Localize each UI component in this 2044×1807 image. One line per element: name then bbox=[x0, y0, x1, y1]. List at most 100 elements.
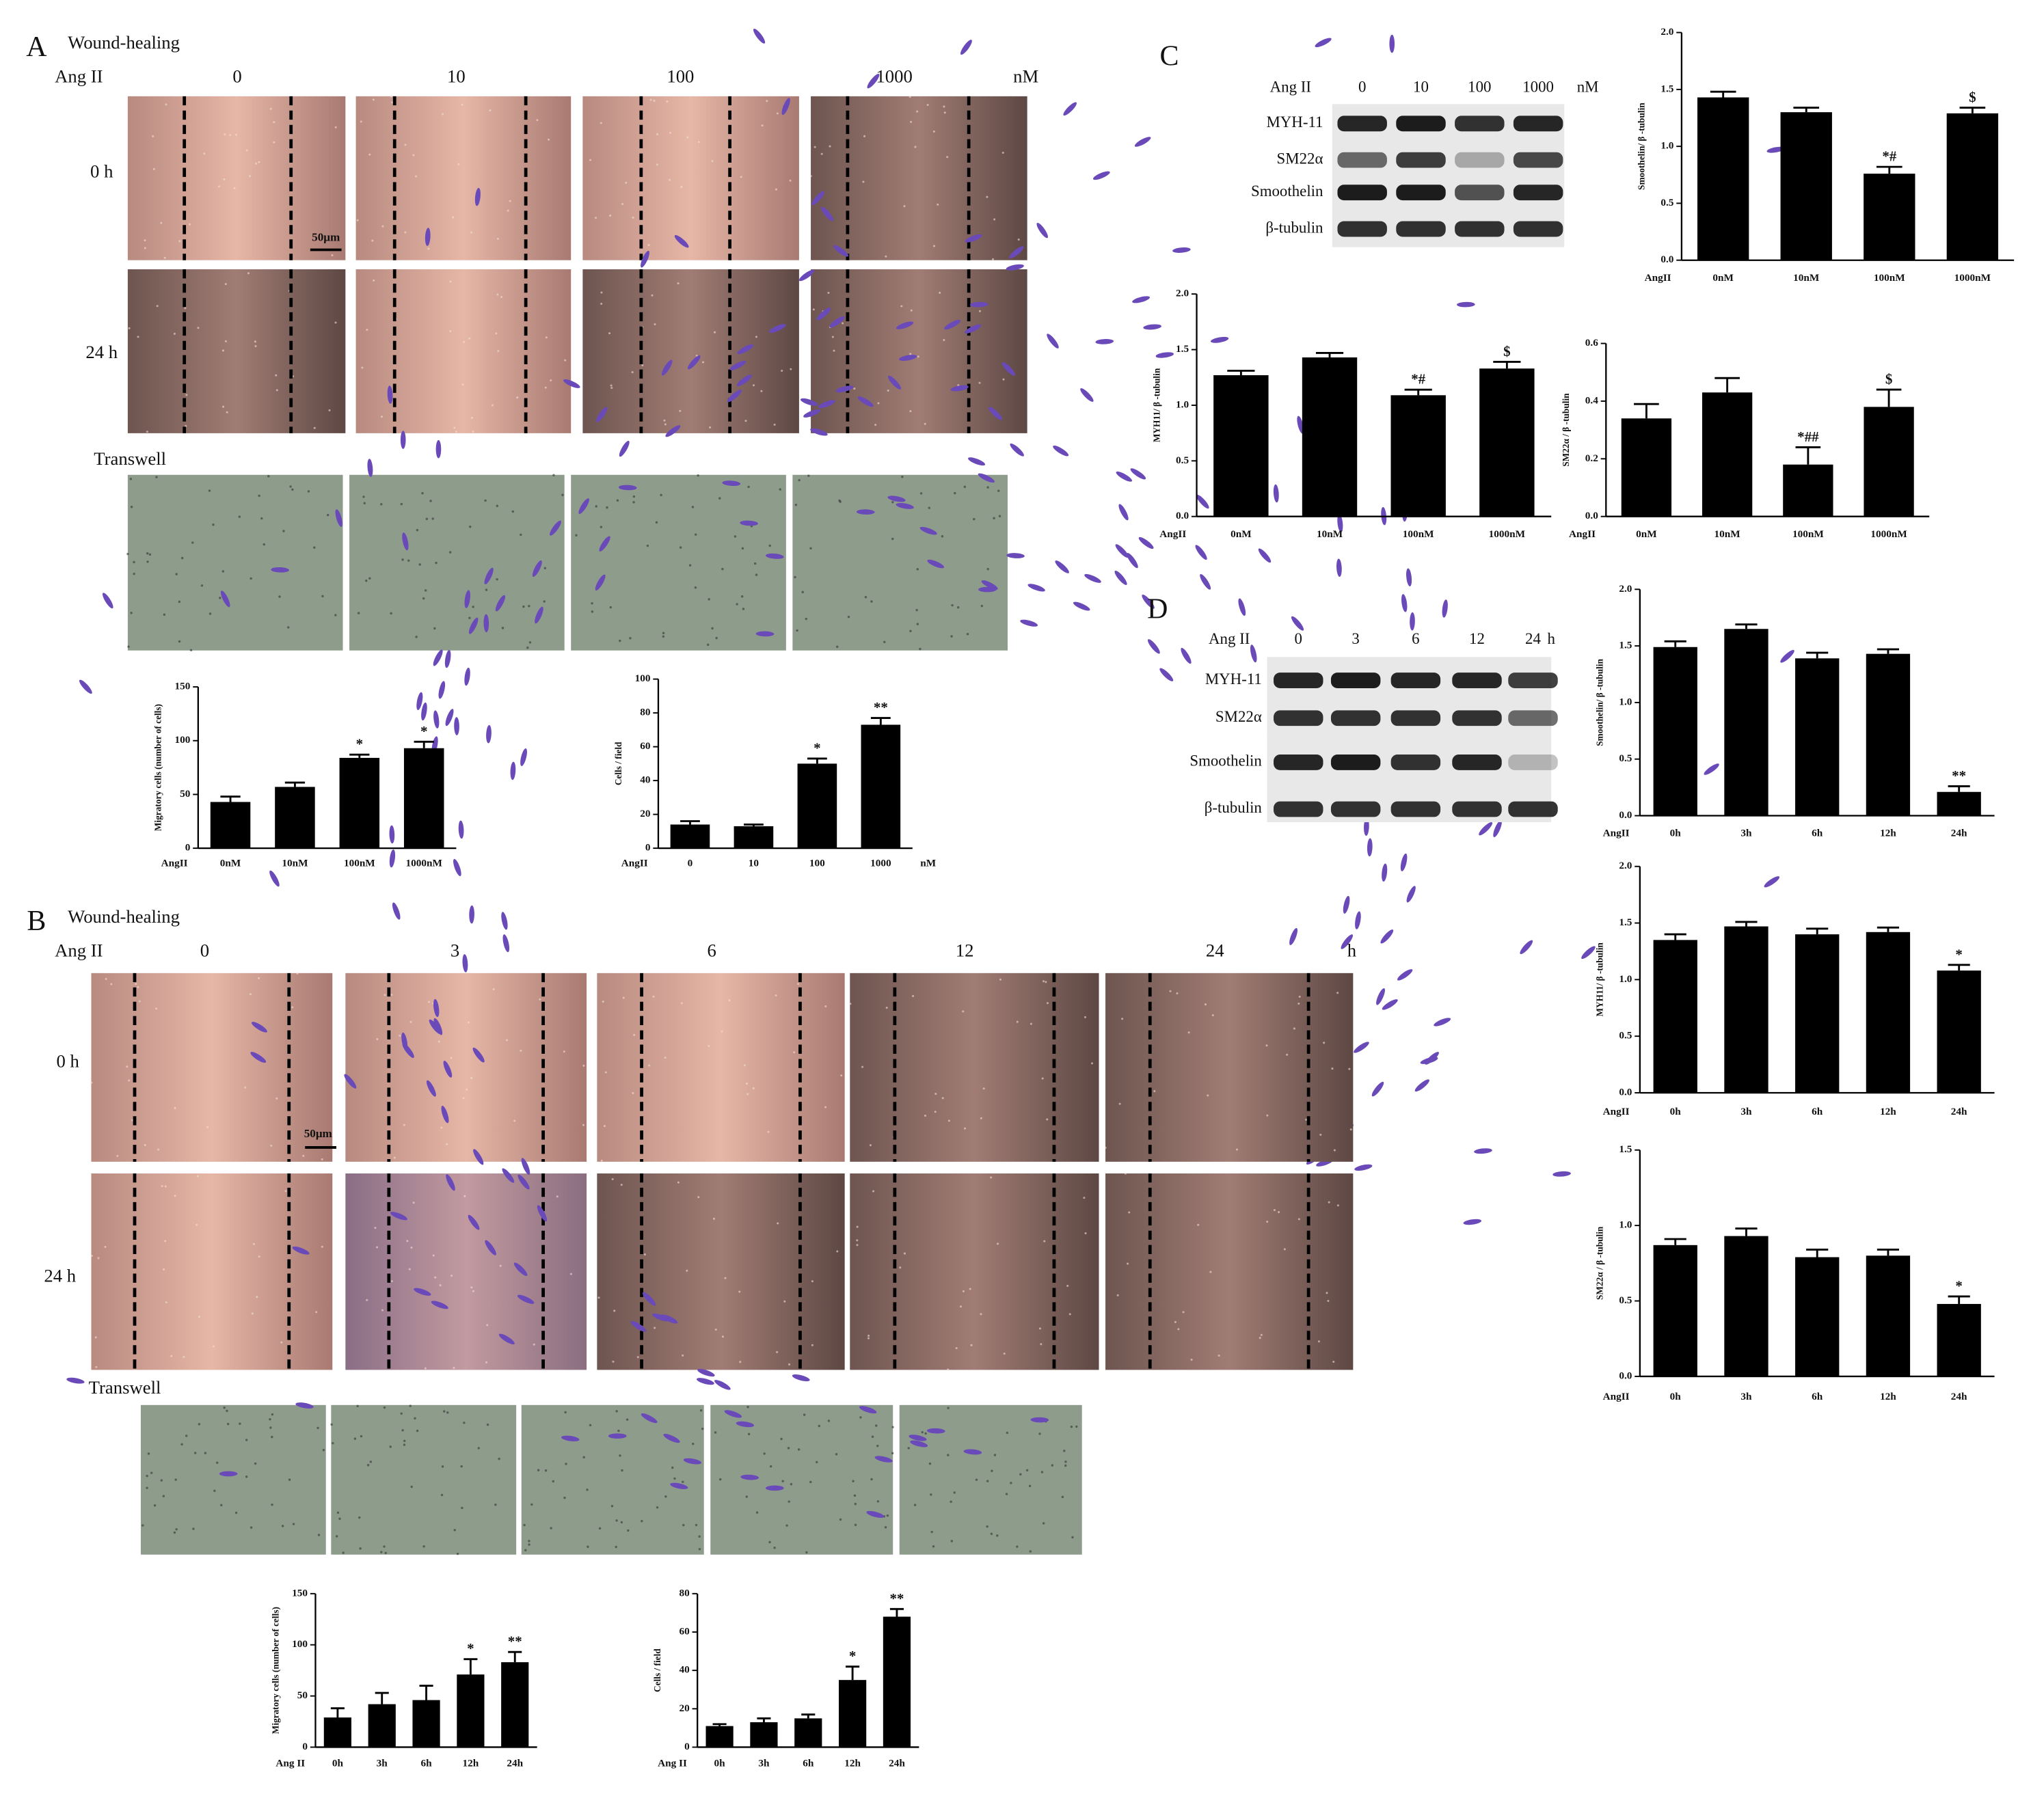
significance-label: * bbox=[467, 1640, 474, 1657]
cell-speck bbox=[198, 1316, 200, 1318]
pore bbox=[162, 1495, 165, 1497]
cell-speck bbox=[793, 1051, 796, 1054]
pore bbox=[966, 632, 969, 636]
pore bbox=[472, 606, 474, 608]
blot-band bbox=[1455, 116, 1505, 132]
cell-speck bbox=[1068, 1313, 1071, 1316]
cell-speck bbox=[603, 1125, 606, 1128]
micrograph bbox=[345, 1173, 587, 1370]
cell-speck bbox=[1030, 1022, 1032, 1025]
bar bbox=[1795, 658, 1840, 816]
pore bbox=[928, 506, 930, 509]
cell-speck bbox=[652, 995, 655, 998]
y-tick-label: 40 bbox=[640, 774, 651, 786]
cell-speck bbox=[820, 152, 823, 155]
x-tick-label: 100nM bbox=[344, 857, 375, 869]
pore bbox=[798, 478, 801, 482]
cell-speck bbox=[1177, 1328, 1180, 1331]
pore bbox=[986, 567, 989, 571]
stained-cell bbox=[1434, 1018, 1451, 1027]
pore bbox=[787, 1447, 790, 1450]
cell-speck bbox=[1319, 1133, 1322, 1136]
cell-speck bbox=[381, 225, 384, 228]
cell-speck bbox=[610, 387, 613, 390]
cell-speck bbox=[829, 145, 831, 148]
blot-row-label: Smoothelin bbox=[1251, 182, 1323, 200]
cell-speck bbox=[453, 1367, 455, 1370]
pore bbox=[209, 612, 212, 615]
pore bbox=[692, 1442, 695, 1445]
cell-speck bbox=[783, 1300, 786, 1303]
pore bbox=[336, 1535, 338, 1538]
x-tick-label: 100 bbox=[809, 857, 825, 869]
cell-speck bbox=[563, 1050, 565, 1053]
pore bbox=[805, 617, 808, 621]
stained-cell bbox=[389, 825, 395, 844]
stained-cell bbox=[1092, 171, 1110, 180]
pore bbox=[742, 608, 745, 610]
pore bbox=[755, 1511, 759, 1514]
cell-speck bbox=[1041, 1077, 1044, 1080]
micrograph bbox=[597, 973, 845, 1162]
pore bbox=[714, 1431, 717, 1434]
pore bbox=[414, 1417, 416, 1420]
cell-speck bbox=[836, 1250, 839, 1253]
stained-cell bbox=[1009, 246, 1024, 259]
pore bbox=[1070, 1425, 1073, 1428]
stained-cell bbox=[665, 425, 681, 437]
pore bbox=[891, 501, 894, 504]
pore bbox=[563, 1496, 566, 1499]
dose-label: 1000 bbox=[876, 66, 912, 86]
cell-speck bbox=[947, 1119, 950, 1122]
stained-cell bbox=[473, 1149, 484, 1165]
pore bbox=[587, 1545, 589, 1548]
cell-speck bbox=[403, 1124, 405, 1126]
stained-cell bbox=[390, 1212, 407, 1221]
pore bbox=[415, 636, 418, 638]
pore bbox=[530, 1503, 533, 1506]
pore bbox=[289, 485, 292, 488]
cell-speck bbox=[1265, 1044, 1268, 1047]
y-tick-label: 2.0 bbox=[1176, 288, 1189, 299]
pore bbox=[698, 1547, 701, 1551]
pore bbox=[591, 610, 594, 613]
pore bbox=[794, 575, 796, 579]
micrograph bbox=[811, 96, 1027, 260]
y-axis-label: SM22α / β -tubulin bbox=[1595, 1226, 1605, 1300]
cell-speck bbox=[867, 1337, 870, 1340]
stained-cell bbox=[969, 301, 989, 308]
pore bbox=[876, 1500, 880, 1503]
cell-speck bbox=[1118, 1102, 1121, 1105]
micrograph bbox=[710, 1404, 893, 1555]
cell-speck bbox=[163, 256, 166, 259]
cell-speck bbox=[943, 111, 946, 114]
cell-speck bbox=[224, 340, 227, 342]
cell-speck bbox=[697, 141, 700, 144]
cell-speck bbox=[669, 178, 671, 181]
cell-speck bbox=[924, 422, 926, 425]
pore bbox=[695, 1523, 698, 1527]
pore bbox=[718, 497, 721, 500]
lane-label: 0 bbox=[1358, 79, 1366, 96]
cell-speck bbox=[1182, 1311, 1185, 1314]
cell-speck bbox=[450, 1057, 453, 1059]
pore bbox=[537, 1469, 540, 1471]
cell-speck bbox=[916, 110, 919, 113]
pore bbox=[263, 543, 265, 546]
cell-speck bbox=[633, 1033, 636, 1036]
scale-label: 50μm bbox=[304, 1127, 332, 1140]
stained-cell bbox=[66, 1377, 85, 1384]
stained-cell bbox=[469, 905, 474, 924]
pore bbox=[807, 474, 810, 477]
cell-speck bbox=[427, 1001, 431, 1003]
stained-cell bbox=[443, 1061, 453, 1078]
stained-cell bbox=[435, 439, 442, 459]
pore bbox=[996, 1534, 999, 1537]
pore bbox=[697, 474, 699, 477]
pore bbox=[664, 1495, 667, 1498]
stained-cell bbox=[464, 590, 470, 608]
pore bbox=[755, 573, 758, 576]
pore bbox=[871, 1435, 874, 1438]
pore bbox=[1038, 1432, 1041, 1435]
pore bbox=[864, 596, 868, 599]
